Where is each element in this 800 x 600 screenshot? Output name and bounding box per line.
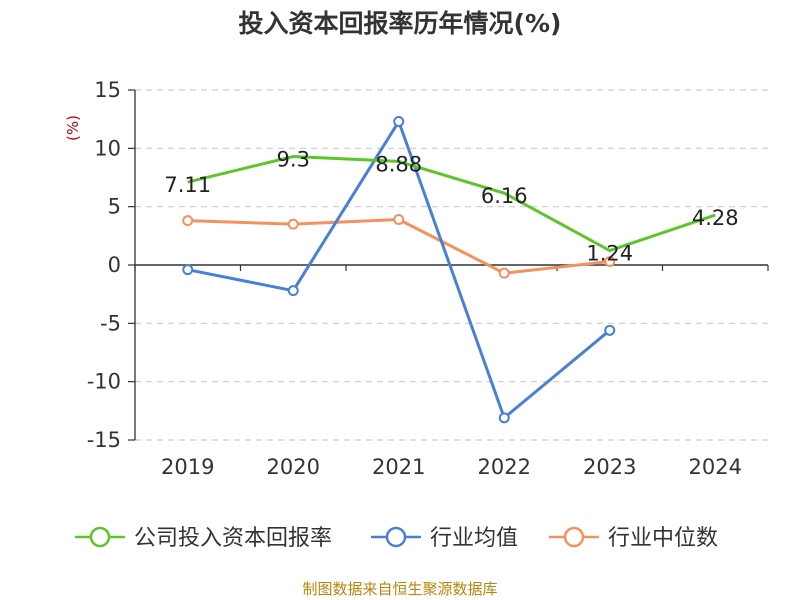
data-point: [604, 256, 616, 267]
legend-label: 公司投入资本回报率: [134, 526, 332, 551]
series-line: [187, 155, 716, 253]
y-tick-label: 10: [94, 136, 121, 160]
data-point: [498, 267, 510, 279]
legend-swatch-marker: [563, 526, 585, 548]
y-tick-label: 0: [108, 253, 121, 277]
data-label: 4.28: [692, 206, 739, 230]
data-labels: 7.11 9.3 8.88 6.16 1.24 4.28: [164, 148, 738, 266]
data-point: [182, 264, 194, 276]
source-note: 制图数据来自恒生聚源数据库: [302, 580, 497, 598]
data-point: [393, 214, 405, 225]
legend-label: 行业均值: [430, 526, 518, 551]
x-tick-label: 2023: [583, 455, 636, 479]
y-tick-label: -15: [87, 428, 121, 452]
y-axis-unit: (%): [64, 115, 82, 141]
x-tick-label: 2024: [689, 455, 742, 479]
series-layer: [182, 116, 716, 424]
data-point: [604, 324, 616, 336]
data-point: [393, 116, 405, 127]
data-point: [287, 285, 299, 297]
data-label: 7.11: [164, 173, 211, 197]
y-axis-ticks: 15 10 5 0 -5 -10 -15: [87, 78, 136, 452]
data-point: [498, 412, 510, 424]
data-point: [182, 215, 194, 227]
chart-title: 投入资本回报率历年情况(%): [239, 9, 562, 38]
data-label: 1.24: [586, 242, 633, 266]
legend-label: 行业中位数: [608, 526, 718, 551]
data-point: [287, 218, 299, 230]
y-tick-label: 5: [108, 195, 121, 219]
x-tick-label: 2021: [372, 455, 425, 479]
legend: 公司投入资本回报率 行业均值 行业中位数: [75, 526, 718, 551]
legend-swatch-marker: [89, 526, 111, 548]
legend-swatch-marker: [385, 526, 407, 548]
data-label: 9.3: [277, 148, 310, 172]
data-label: 8.88: [375, 152, 422, 176]
y-tick-label: -10: [87, 370, 121, 394]
y-tick-label: -5: [100, 311, 121, 335]
y-tick-label: 15: [94, 78, 121, 102]
data-label: 6.16: [481, 184, 528, 208]
x-tick-label: 2022: [478, 455, 531, 479]
x-axis: 2019 2020 2021 2022 2023 2024: [134, 264, 769, 479]
x-tick-label: 2019: [161, 455, 214, 479]
x-tick-label: 2020: [267, 455, 320, 479]
